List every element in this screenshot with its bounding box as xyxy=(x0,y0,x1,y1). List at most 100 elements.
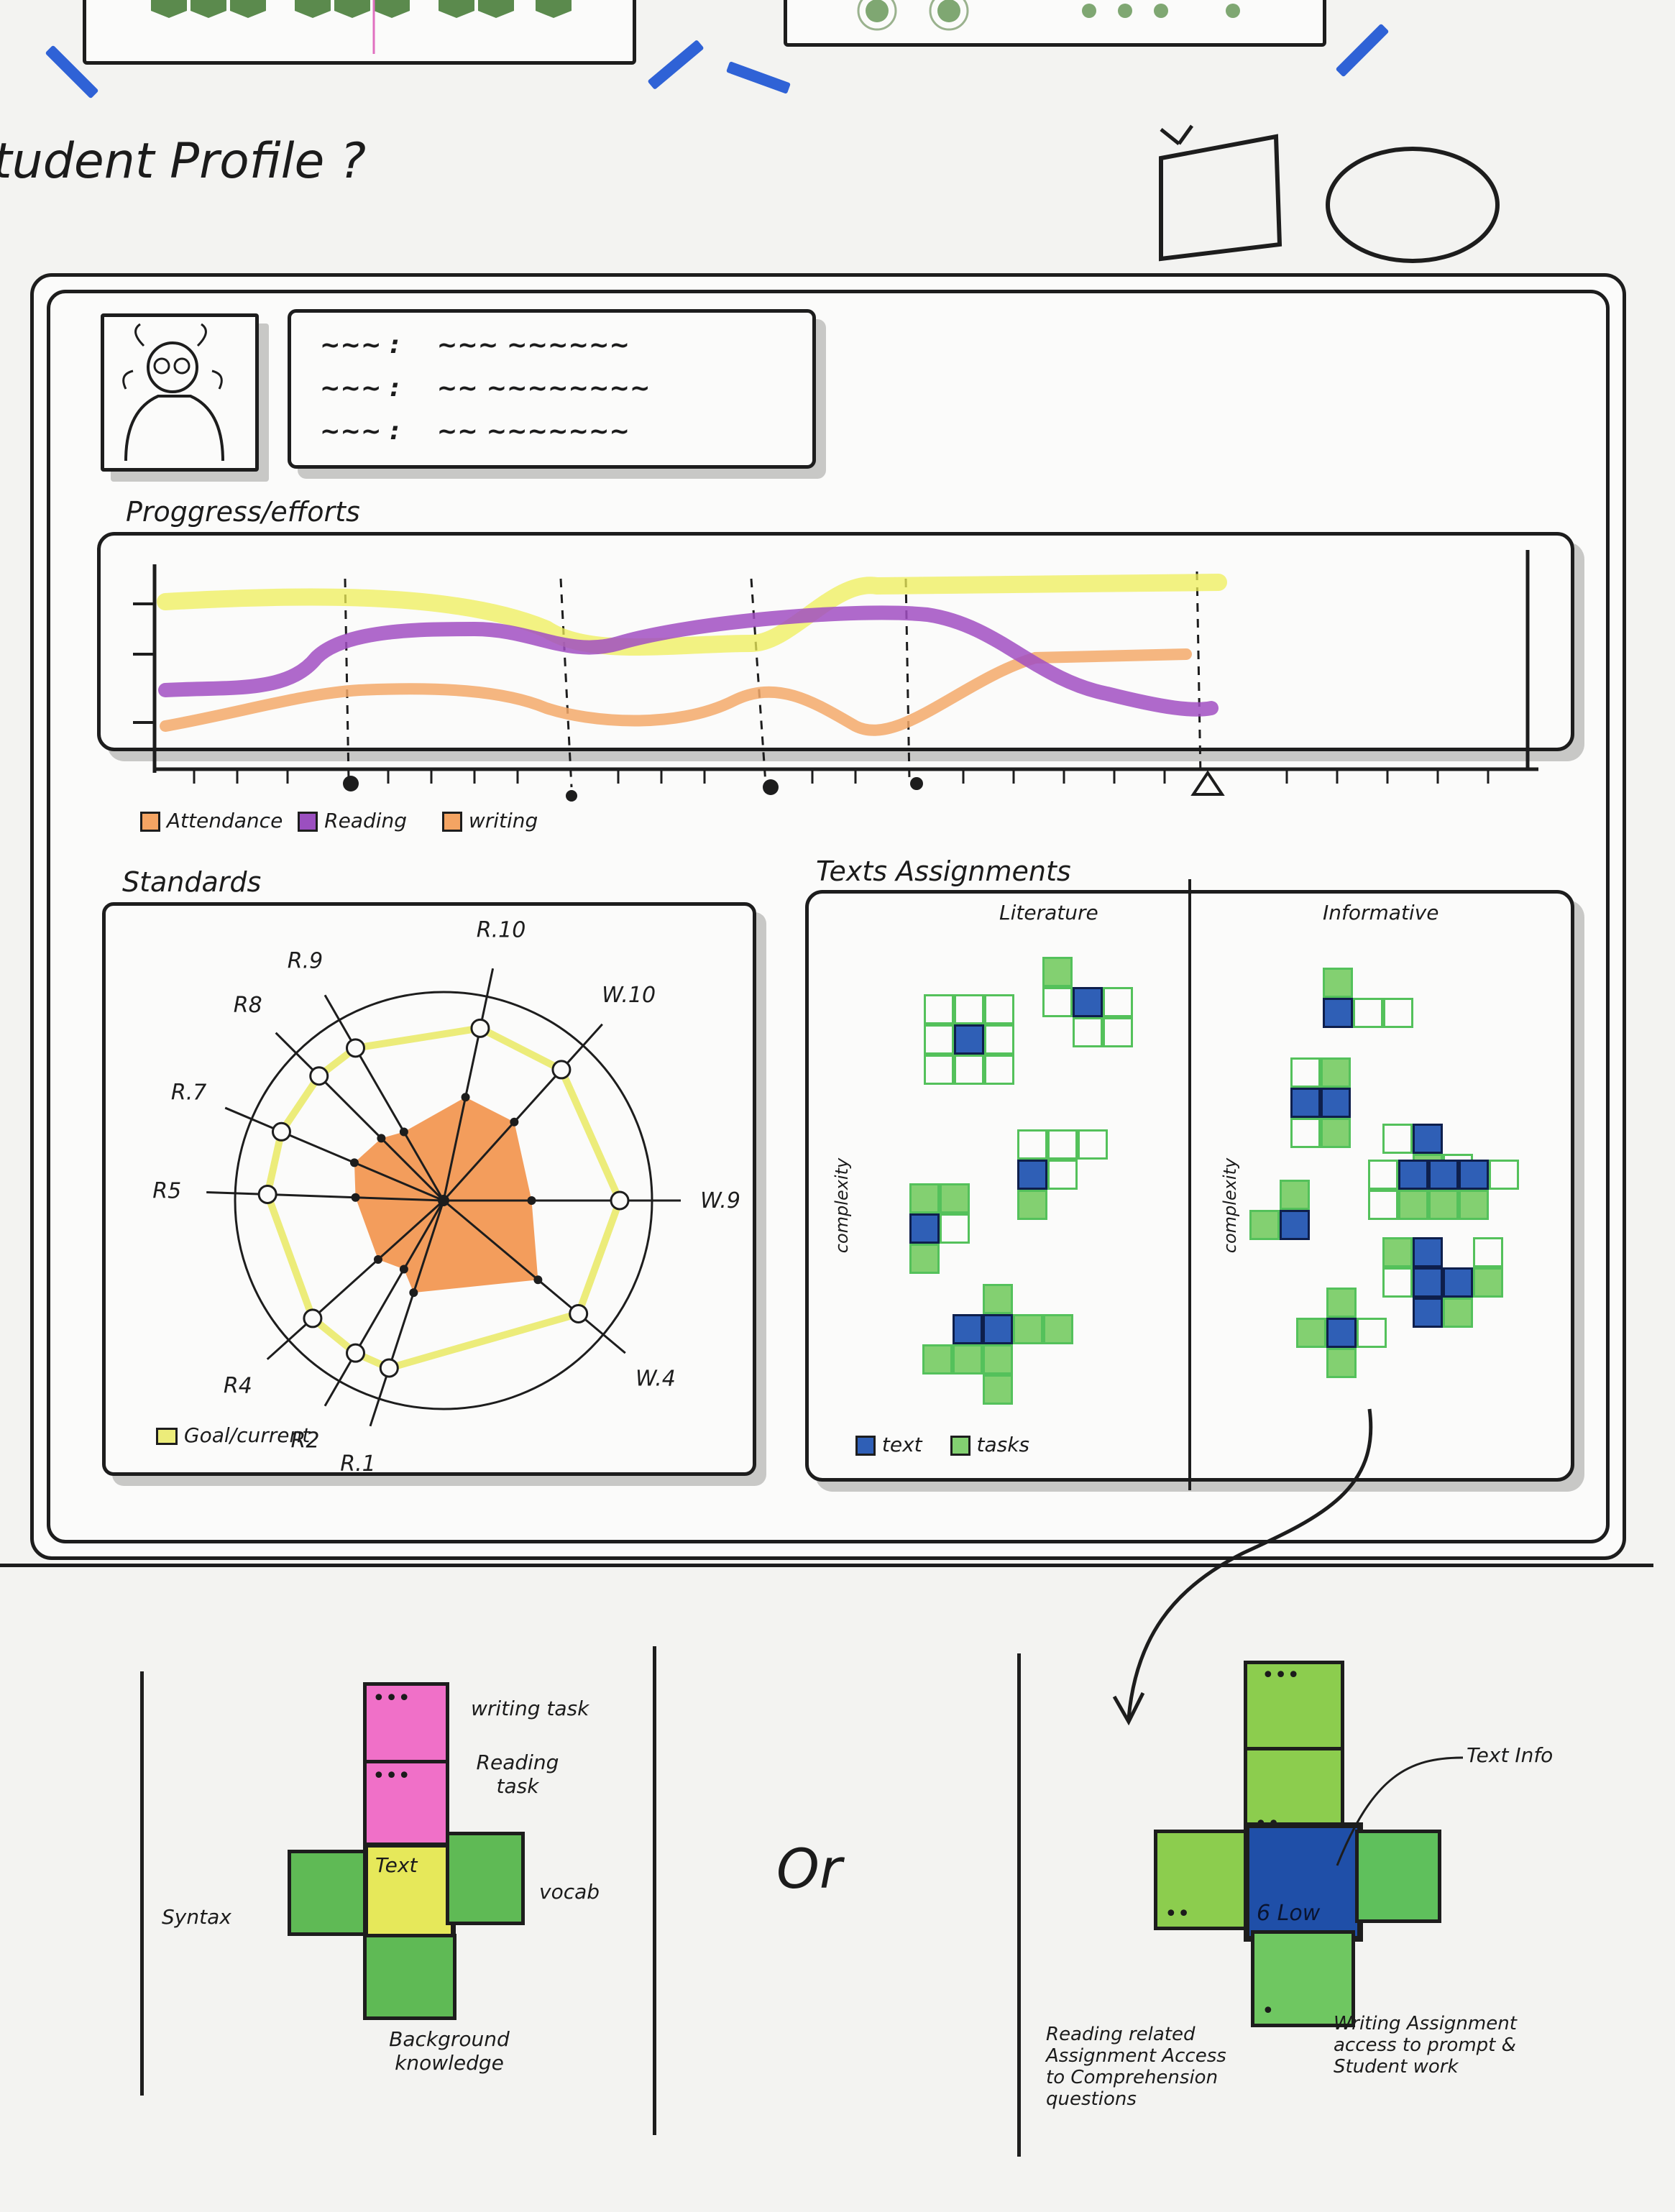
task-square[interactable] xyxy=(983,1375,1013,1405)
task-square[interactable] xyxy=(1013,1314,1043,1344)
writing-task-card[interactable]: ••• xyxy=(363,1682,449,1765)
task-square[interactable] xyxy=(983,1284,1013,1314)
task-square[interactable] xyxy=(1290,1118,1321,1148)
text-square[interactable] xyxy=(1290,1088,1321,1118)
task-square[interactable] xyxy=(909,1183,940,1213)
text-square[interactable] xyxy=(1428,1160,1459,1190)
task-square[interactable] xyxy=(954,1055,984,1085)
text-square[interactable] xyxy=(1413,1267,1443,1298)
task-square[interactable] xyxy=(984,1024,1014,1055)
text-square[interactable] xyxy=(1326,1318,1357,1348)
texts-assignments-grid[interactable]: Literature Informative complexity comple… xyxy=(805,879,1574,1490)
panel-line-3 xyxy=(1017,1653,1021,2157)
text-square[interactable] xyxy=(1413,1237,1443,1267)
text-square[interactable] xyxy=(1280,1210,1310,1240)
task-square[interactable] xyxy=(924,994,954,1024)
background-card[interactable] xyxy=(363,1934,456,2020)
reading-task-card[interactable]: ••• xyxy=(363,1760,449,1846)
text-card[interactable]: Text xyxy=(363,1842,456,1946)
task-square[interactable] xyxy=(953,1344,983,1375)
tape-4 xyxy=(1335,23,1390,78)
task-square[interactable] xyxy=(1353,998,1383,1028)
label-text-info: Text Info xyxy=(1467,1743,1554,1767)
legend-attendance-swatch xyxy=(140,812,160,832)
task-square[interactable] xyxy=(1321,1118,1351,1148)
task-square[interactable] xyxy=(1042,957,1073,987)
task-square[interactable] xyxy=(940,1183,970,1213)
task-square[interactable] xyxy=(1443,1298,1473,1328)
radar-label-7: R5 xyxy=(152,1179,181,1204)
text-square[interactable] xyxy=(1459,1160,1489,1190)
radar-label-8: R.7 xyxy=(171,1080,206,1106)
task-square[interactable] xyxy=(1290,1057,1321,1088)
task-square[interactable] xyxy=(1326,1348,1357,1378)
task-square[interactable] xyxy=(940,1213,970,1244)
syntax-card[interactable] xyxy=(288,1850,374,1936)
task-square[interactable] xyxy=(1017,1129,1047,1160)
text-square[interactable] xyxy=(954,1024,984,1055)
task-square[interactable] xyxy=(1323,968,1353,998)
text-square[interactable] xyxy=(1321,1088,1351,1118)
task-square[interactable] xyxy=(984,994,1014,1024)
text-square[interactable] xyxy=(983,1314,1013,1344)
text-info-pointer xyxy=(1336,1756,1464,1866)
task-square[interactable] xyxy=(1428,1190,1459,1220)
text-square[interactable] xyxy=(953,1314,983,1344)
task-square[interactable] xyxy=(1326,1288,1357,1318)
profile-field-2-value: ~~ ~~~~~~~~ xyxy=(436,374,651,403)
task-square[interactable] xyxy=(1103,987,1133,1017)
task-square[interactable] xyxy=(924,1055,954,1085)
task-square[interactable] xyxy=(1103,1017,1133,1047)
text-card-label: Text xyxy=(375,1853,418,1877)
vocab-card[interactable] xyxy=(446,1832,525,1925)
task-square[interactable] xyxy=(1398,1190,1428,1220)
text-square[interactable] xyxy=(1323,998,1353,1028)
progress-chart[interactable] xyxy=(97,532,1574,802)
task-square[interactable] xyxy=(1296,1318,1326,1348)
task-square[interactable] xyxy=(1368,1190,1398,1220)
text-square[interactable] xyxy=(1413,1124,1443,1154)
task-square[interactable] xyxy=(1473,1237,1503,1267)
task-square[interactable] xyxy=(1357,1318,1387,1348)
text-square[interactable] xyxy=(1073,987,1103,1017)
task-square[interactable] xyxy=(1382,1267,1413,1298)
radar-label-0: R.10 xyxy=(477,917,526,942)
task-square[interactable] xyxy=(1382,1124,1413,1154)
task-square[interactable] xyxy=(1280,1180,1310,1210)
task-square[interactable] xyxy=(984,1055,1014,1085)
task-square[interactable] xyxy=(1078,1129,1108,1160)
radar-goal-marker-10 xyxy=(346,1038,365,1058)
avatar[interactable] xyxy=(101,313,259,472)
text-square[interactable] xyxy=(1443,1267,1473,1298)
task-square[interactable] xyxy=(1047,1129,1078,1160)
task-square[interactable] xyxy=(1073,1017,1103,1047)
task-square[interactable] xyxy=(983,1344,1013,1375)
task-square[interactable] xyxy=(1368,1160,1398,1190)
task-square[interactable] xyxy=(924,1024,954,1055)
task-square[interactable] xyxy=(1043,1314,1073,1344)
task-square[interactable] xyxy=(1473,1267,1503,1298)
reading-assignment-card[interactable]: •• xyxy=(1154,1830,1251,1930)
text-square[interactable] xyxy=(1398,1160,1428,1190)
task-square[interactable] xyxy=(1042,987,1073,1017)
top-task-card[interactable]: ••• xyxy=(1244,1661,1344,1750)
text-square[interactable] xyxy=(909,1213,940,1244)
task-square[interactable] xyxy=(954,994,984,1024)
task-square[interactable] xyxy=(1321,1057,1351,1088)
right-task-card[interactable] xyxy=(1355,1830,1441,1923)
task-square[interactable] xyxy=(1249,1210,1280,1240)
writing-assignment-card[interactable]: • xyxy=(1251,1930,1355,2027)
standards-chart[interactable]: R.10 W.10 W.9 W.4 R.1 R2 R4 R5 R.7 R8 R.9 Goal/cur… xyxy=(102,902,756,1476)
task-square[interactable] xyxy=(1047,1160,1078,1190)
task-square[interactable] xyxy=(1383,998,1413,1028)
text-square[interactable] xyxy=(1017,1160,1047,1190)
task-square[interactable] xyxy=(1017,1190,1047,1220)
task-square[interactable] xyxy=(1489,1160,1519,1190)
task-square[interactable] xyxy=(1382,1237,1413,1267)
task-square[interactable] xyxy=(922,1344,953,1375)
task-square[interactable] xyxy=(909,1244,940,1274)
radar-chart: R.10 W.10 W.9 W.4 R.1 R2 R4 R5 R.7 R8 R.9 xyxy=(152,917,740,1474)
radar-axis-3 xyxy=(443,1199,626,1354)
task-square[interactable] xyxy=(1459,1190,1489,1220)
text-square[interactable] xyxy=(1413,1298,1443,1328)
